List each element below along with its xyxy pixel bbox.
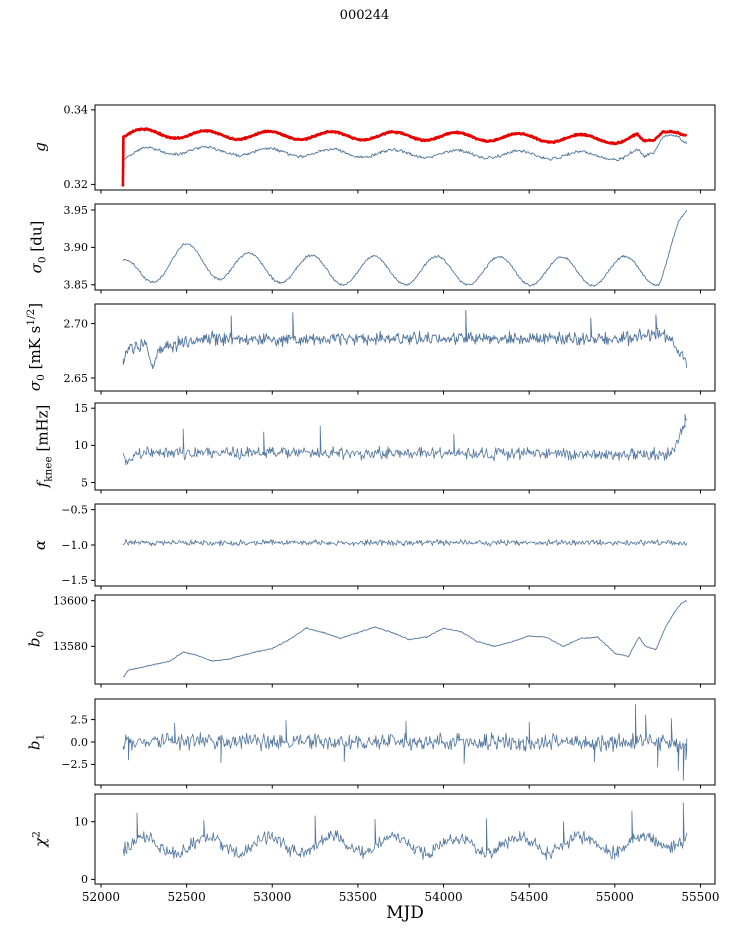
ytick-label: −1.5 (61, 574, 88, 587)
ytick-label: 10 (74, 815, 88, 828)
ylabel-g: g (31, 142, 49, 152)
panel-frame-sigma0-mK (94, 303, 716, 392)
ylabel-chi2: χ2 (30, 831, 50, 847)
ylabel-sigma0-mK: σ0 [mK s1/2] (25, 302, 47, 392)
panel-frame-b0 (94, 594, 716, 685)
ylabel-b1: b1 (25, 733, 47, 751)
series-fknee (122, 413, 688, 466)
ytick-label: 13580 (53, 640, 88, 653)
ytick-label: −1.0 (61, 539, 88, 552)
ytick-label: −0.5 (61, 503, 88, 516)
ylabel-sigma0-du: σ0 [du] (27, 220, 49, 274)
panel-b1: −2.5 0.0 2.5 (61, 698, 716, 789)
ytick-label: 0.0 (71, 736, 89, 749)
ytick-label: 0.32 (64, 178, 89, 191)
ytick-label: 2.5 (71, 713, 89, 726)
ytick-label: 3.90 (64, 241, 89, 254)
series-sigma0-mK (122, 310, 688, 370)
ytick-label: 2.70 (64, 317, 89, 330)
xtick-label: 55500 (681, 890, 719, 904)
series-sigma0-du (122, 210, 688, 287)
series-alpha (122, 539, 688, 547)
panel-alpha: −1.5 −1.0 −0.5 (61, 503, 716, 590)
ytick-label: 5 (81, 476, 88, 489)
ylabel-b0: b0 (25, 630, 47, 648)
ytick-label: 13600 (53, 595, 88, 608)
xtick-label: 53000 (253, 890, 291, 904)
x-axis-label: MJD (386, 903, 424, 923)
panel-sigma0-mK: 2.65 2.70 (64, 303, 716, 395)
xtick-label: 54500 (510, 890, 548, 904)
panel-frame-fknee (94, 402, 716, 491)
series-b0 (122, 600, 688, 678)
series-b1 (122, 704, 688, 781)
xtick-label: 53500 (339, 890, 377, 904)
ytick-label: −2.5 (61, 758, 88, 771)
ytick-label: 3.95 (64, 204, 89, 217)
ytick-label: 2.65 (64, 372, 89, 385)
panel-frame-sigma0-du (94, 203, 716, 291)
panel-g: 0.32 0.34 (64, 104, 716, 194)
xtick-label: 52500 (168, 890, 206, 904)
series-g-raw (122, 133, 688, 185)
panel-fknee: 5 10 15 (74, 402, 716, 494)
chart-title: 000244 (339, 8, 390, 23)
ytick-label: 0 (81, 873, 88, 886)
xtick-label: 52000 (82, 890, 120, 904)
ylabel-alpha: α (31, 539, 49, 551)
panel-b0: 13580 13600 (53, 594, 716, 688)
panel-sigma0-du: 3.85 3.90 3.95 (64, 203, 716, 294)
ytick-label: 3.85 (64, 279, 89, 292)
ytick-label: 10 (74, 439, 88, 452)
series-chi2 (122, 802, 688, 861)
ylabel-fknee: fknee [mHz] (33, 404, 55, 488)
ytick-label: 15 (74, 402, 88, 415)
xtick-label: 54000 (424, 890, 462, 904)
panel-frame-g (94, 104, 716, 191)
panel-frame-chi2 (94, 793, 716, 885)
xtick-label: 55000 (596, 890, 634, 904)
ytick-label: 0.34 (64, 104, 89, 117)
series-g-binned (121, 127, 688, 188)
panel-chi2: 0 10 52000 52500 53000 53500 54000 54500 55000 55… (74, 793, 720, 904)
